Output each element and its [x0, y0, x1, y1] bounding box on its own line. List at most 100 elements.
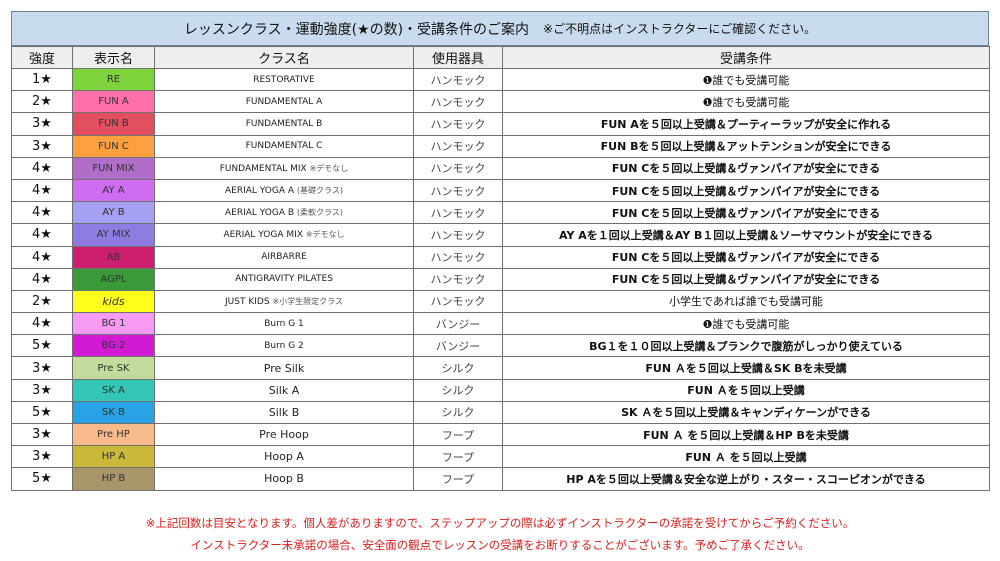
footer-note-1: ※上記回数は目安となります。個人差がありますので、ステップアップの際は必ずインス… — [145, 516, 855, 530]
display-name-badge: FUN C — [72, 134, 155, 158]
requirement: ❶誰でも受講可能 — [502, 90, 990, 114]
intensity-level: 4★ — [11, 178, 73, 203]
requirement: FUN Cを５回以上受講＆ヴァンパイアが安全にできる — [502, 201, 990, 225]
table-header-row: 強度 表示名 クラス名 使用器具 受講条件 — [11, 46, 990, 69]
requirement: FUN Aを５回以上受講＆プーティーラップが安全に作れる — [502, 112, 990, 136]
table-row: 3★ Pre SK Pre Silk シルク FUN Ａを５回以上受講＆SK Bを未受講 — [11, 356, 990, 380]
class-name: Hoop B — [264, 472, 304, 486]
display-name-badge: AB — [72, 245, 155, 269]
display-name-badge: FUN B — [72, 112, 155, 136]
intensity-level: 3★ — [11, 378, 73, 402]
class-name-cell: FUNDAMENTAL A — [154, 90, 414, 114]
equipment: シルク — [413, 378, 503, 402]
equipment: ハンモック — [413, 90, 503, 114]
display-name-badge: HP A — [72, 445, 155, 469]
class-note: (基礎クラス) — [296, 186, 343, 196]
intensity-level: 4★ — [11, 223, 73, 247]
class-name: FUNDAMENTAL A — [245, 96, 323, 107]
class-name: FUNDAMENTAL C — [245, 141, 323, 152]
intensity-level: 5★ — [11, 400, 73, 425]
class-name: Silk A — [268, 383, 300, 397]
header-display: 表示名 — [72, 46, 155, 69]
intensity-level: 1★ — [11, 67, 73, 92]
equipment: フープ — [413, 467, 503, 491]
table-row: 1★ RE RESTORATIVE ハンモック ❶誰でも受講可能 — [11, 67, 990, 92]
class-name-cell: Silk B — [154, 400, 414, 425]
class-name: AIRBARRE — [261, 252, 307, 263]
title-note: ※ご不明点はインストラクターにご確認ください。 — [543, 22, 817, 36]
table-row: 5★ SK B Silk B シルク SK Ａを５回以上受講＆キャンディケーンができる — [11, 400, 990, 425]
table-row: 3★ FUN B FUNDAMENTAL B ハンモック FUN Aを５回以上受講＆プー… — [11, 112, 990, 136]
display-name-badge: Pre HP — [72, 422, 155, 447]
intensity-level: 3★ — [11, 445, 73, 469]
intensity-level: 4★ — [11, 201, 73, 225]
page-title: レッスンクラス・運動強度(★の数)・受講条件のご案内 — [183, 21, 530, 38]
table-row: 5★ HP B Hoop B フープ HP Aを５回以上受講＆安全な逆上がり・スター・ス… — [11, 467, 990, 491]
class-name: Silk B — [268, 405, 300, 419]
table-row: 5★ BG 2 Burn G 2 バンジー BG１を１０回以上受講＆プランクで腹筋がしっ… — [11, 334, 990, 358]
class-name: Burn G 2 — [264, 340, 304, 351]
equipment: バンジー — [413, 334, 503, 358]
class-name: ANTIGRAVITY PILATES — [235, 274, 333, 285]
class-name: Hoop A — [264, 450, 304, 464]
requirement: FUN Cを５回以上受講＆ヴァンパイアが安全にできる — [502, 178, 990, 203]
class-name-cell: AERIAL YOGA B (柔軟クラス) — [154, 201, 414, 225]
table-row: 3★ HP A Hoop A フープ FUN Ａ を５回以上受講 — [11, 445, 990, 469]
requirement: BG１を１０回以上受講＆プランクで腹筋がしっかり使えている — [502, 334, 990, 358]
display-name-badge: FUN A — [72, 90, 155, 114]
table-row: 3★ SK A Silk A シルク FUN Ａを５回以上受講 — [11, 378, 990, 402]
equipment: フープ — [413, 422, 503, 447]
table-row: 2★ FUN A FUNDAMENTAL A ハンモック ❶誰でも受講可能 — [11, 90, 990, 114]
table-row: 3★ Pre HP Pre Hoop フープ FUN Ａ を５回以上受講＆HP Bを未受… — [11, 422, 990, 447]
class-note: ※デモなし — [309, 163, 349, 173]
class-name-cell: Hoop B — [154, 467, 414, 491]
requirement: SK Ａを５回以上受講＆キャンディケーンができる — [502, 400, 990, 425]
requirement: FUN Bを５回以上受講＆アットテンションが安全にできる — [502, 134, 990, 158]
equipment: シルク — [413, 400, 503, 425]
equipment: ハンモック — [413, 267, 503, 291]
class-name: Pre Silk — [263, 361, 305, 375]
class-name-cell: FUNDAMENTAL B — [154, 112, 414, 136]
header-level: 強度 — [11, 46, 73, 69]
footer-note-2: インストラクター未承諾の場合、安全面の観点でレッスンの受講をお断りすることがござ… — [190, 538, 810, 552]
requirement: ❶誰でも受講可能 — [502, 312, 990, 336]
requirement: ❶誰でも受講可能 — [502, 67, 990, 92]
display-name-badge: HP B — [72, 467, 155, 491]
requirement: HP Aを５回以上受講＆安全な逆上がり・スター・スコーピオンができる — [502, 467, 990, 491]
requirement: FUN Ａ を５回以上受講 — [502, 445, 990, 469]
intensity-level: 3★ — [11, 112, 73, 136]
requirement: FUN Cを５回以上受講＆ヴァンパイアが安全にできる — [502, 156, 990, 180]
class-name-cell: Pre Hoop — [154, 422, 414, 447]
class-name-cell: Burn G 1 — [154, 312, 414, 336]
table-row: 2★ kids JUST KIDS ※小学生限定クラス ハンモック 小学生であれば誰でも… — [11, 289, 990, 314]
class-name-cell: AIRBARRE — [154, 245, 414, 269]
display-name-badge: AY MIX — [72, 223, 155, 247]
class-name: RESTORATIVE — [253, 74, 315, 85]
class-name: AERIAL YOGA B — [224, 208, 295, 219]
table-row: 3★ FUN C FUNDAMENTAL C ハンモック FUN Bを５回以上受講＆アッ… — [11, 134, 990, 158]
class-name: AERIAL YOGA A — [225, 186, 295, 197]
title-bar: レッスンクラス・運動強度(★の数)・受講条件のご案内 ※ご不明点はインストラクタ… — [11, 11, 989, 46]
intensity-level: 5★ — [11, 467, 73, 491]
class-name: Pre Hoop — [259, 428, 309, 442]
equipment: ハンモック — [413, 245, 503, 269]
class-name-cell: Silk A — [154, 378, 414, 402]
intensity-level: 2★ — [11, 289, 73, 314]
display-name-badge: FUN MIX — [72, 156, 155, 180]
equipment: フープ — [413, 445, 503, 469]
equipment: シルク — [413, 356, 503, 380]
display-name-badge: BG 2 — [72, 334, 155, 358]
requirement: FUN Ａ を５回以上受講＆HP Bを未受講 — [502, 422, 990, 447]
table-row: 4★ AY MIX AERIAL YOGA MIX ※デモなし ハンモック AY Aを１… — [11, 223, 990, 247]
equipment: ハンモック — [413, 289, 503, 314]
header-class: クラス名 — [154, 46, 414, 69]
display-name-badge: SK A — [72, 378, 155, 402]
table-row: 4★ AGPL ANTIGRAVITY PILATES ハンモック FUN Cを５回以上… — [11, 267, 990, 291]
class-name-cell: AERIAL YOGA MIX ※デモなし — [154, 223, 414, 247]
class-name: Burn G 1 — [264, 318, 304, 329]
intensity-level: 5★ — [11, 334, 73, 358]
intensity-level: 4★ — [11, 312, 73, 336]
equipment: ハンモック — [413, 223, 503, 247]
table-row: 4★ FUN MIX FUNDAMENTAL MIX ※デモなし ハンモック FUN C… — [11, 156, 990, 180]
requirement: AY Aを１回以上受講＆AY B１回以上受講＆ソーサマウントが安全にできる — [502, 223, 990, 247]
